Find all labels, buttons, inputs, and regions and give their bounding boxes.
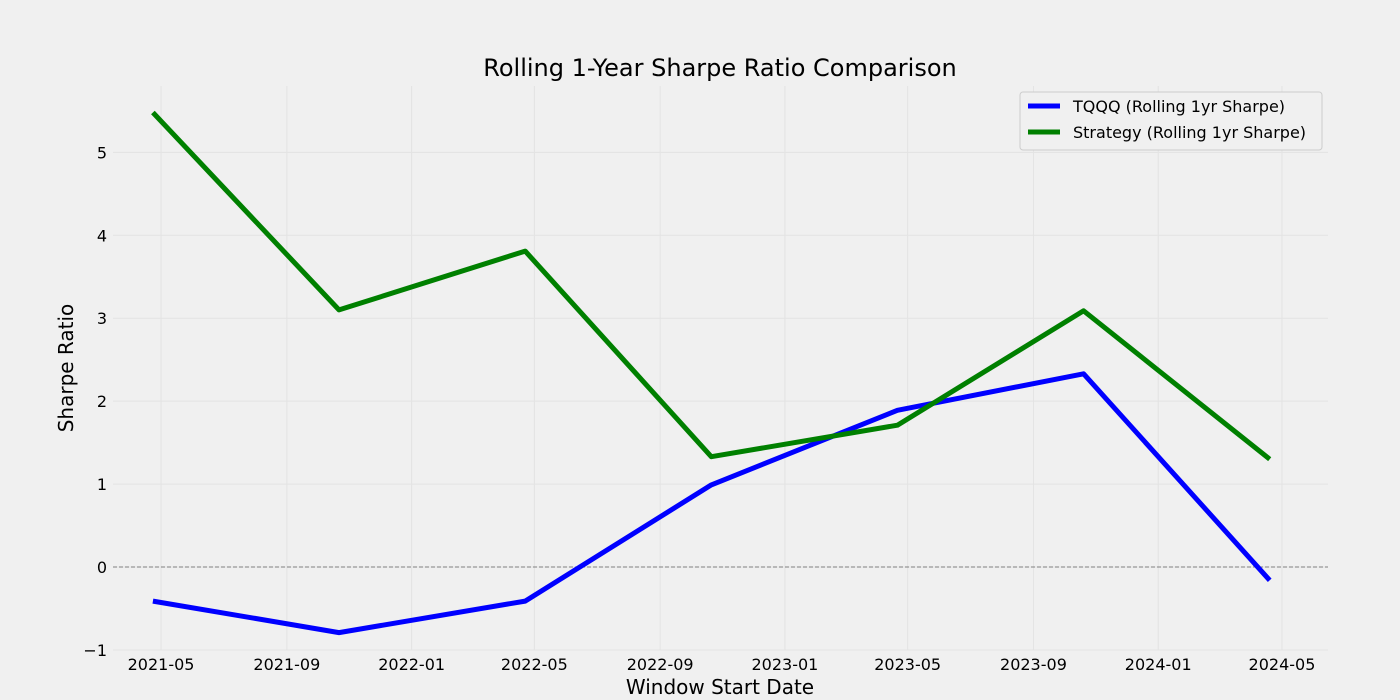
grid <box>113 86 1328 651</box>
x-tick-label: 2024-01 <box>1125 655 1192 674</box>
x-ticks: 2021-05 2021-09 2022-01 2022-05 2022-09 2023-… <box>128 655 1316 674</box>
x-tick-label: 2022-09 <box>627 655 694 674</box>
x-tick-label: 2023-01 <box>752 655 819 674</box>
series-line-strategy <box>151 110 1272 462</box>
x-tick-label: 2021-09 <box>253 655 320 674</box>
y-tick-label: 0 <box>97 558 107 577</box>
y-tick-label: −1 <box>83 641 107 660</box>
chart-title: Rolling 1-Year Sharpe Ratio Comparison <box>483 54 956 82</box>
x-axis-label: Window Start Date <box>626 675 814 699</box>
y-axis-label: Sharpe Ratio <box>54 304 78 433</box>
legend-label-strategy: Strategy (Rolling 1yr Sharpe) <box>1073 123 1306 142</box>
y-tick-label: 2 <box>97 392 107 411</box>
y-tick-label: 1 <box>97 475 107 494</box>
x-tick-label: 2021-05 <box>128 655 195 674</box>
x-tick-label: 2022-05 <box>501 655 568 674</box>
legend-label-tqqq: TQQQ (Rolling 1yr Sharpe) <box>1072 97 1285 116</box>
x-tick-label: 2023-05 <box>874 655 941 674</box>
y-ticks: −1 0 1 2 3 4 5 <box>83 143 107 660</box>
x-tick-label: 2024-05 <box>1249 655 1316 674</box>
x-tick-label: 2023-09 <box>1000 655 1067 674</box>
y-tick-label: 4 <box>97 226 107 245</box>
legend-box <box>1019 91 1323 151</box>
y-tick-label: 3 <box>97 309 107 328</box>
y-tick-label: 5 <box>97 143 107 162</box>
x-tick-label: 2022-01 <box>378 655 445 674</box>
legend: TQQQ (Rolling 1yr Sharpe) Strategy (Roll… <box>1019 91 1323 151</box>
series-layer <box>151 110 1272 636</box>
series-line-tqqq <box>152 371 1272 636</box>
